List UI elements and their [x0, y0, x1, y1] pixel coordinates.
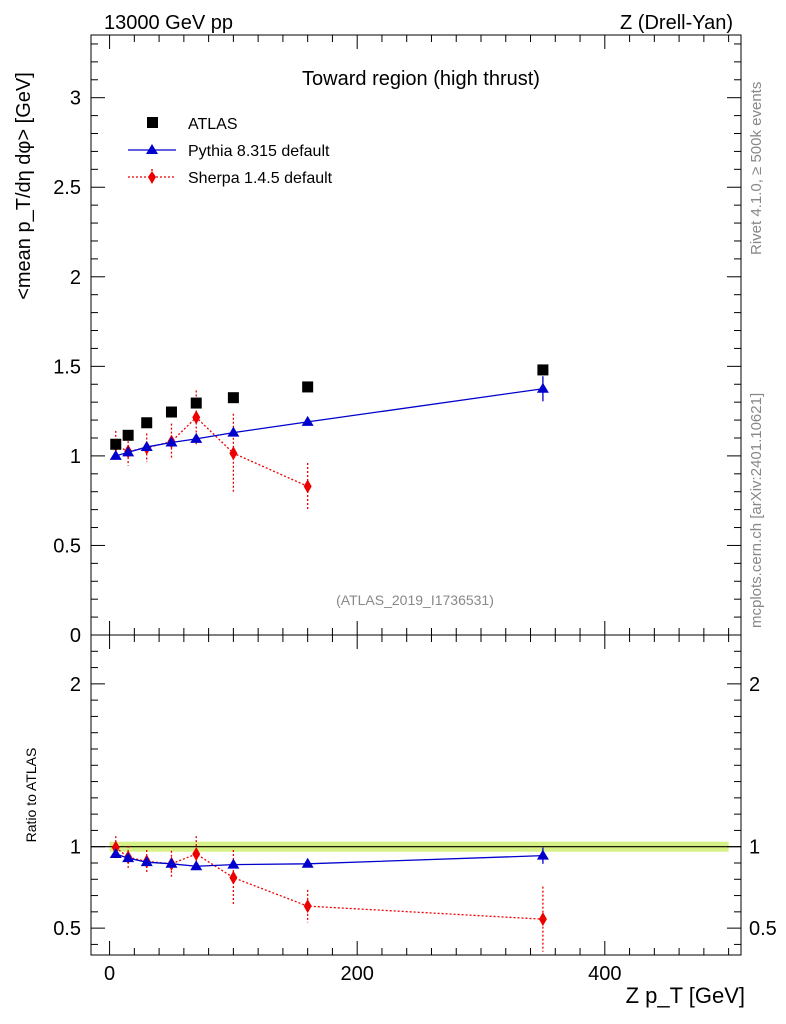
atlas-point: [165, 406, 177, 418]
ratio-sherpa-point: [538, 912, 547, 927]
y-tick-label: 0.5: [53, 535, 81, 557]
ratio-y-tick-label-right: 1: [749, 837, 760, 859]
atlas-point: [302, 381, 314, 393]
legend-pythia-label: Pythia 8.315 default: [188, 143, 330, 160]
sherpa-point: [229, 446, 238, 461]
y-tick-label: 2: [70, 267, 81, 289]
reference-band: [91, 841, 741, 852]
header-left: 13000 GeV pp: [104, 12, 233, 34]
sherpa-point: [192, 410, 201, 425]
ratio-y-tick-label: 2: [70, 674, 81, 696]
sherpa-point: [303, 479, 312, 494]
pythia-line: [115, 388, 543, 457]
y-tick-label: 2.5: [53, 177, 81, 199]
pythia-point: [301, 415, 314, 426]
ratio-pythia-point: [122, 852, 135, 863]
main-axes: 0 0.5 1 1.5 2 2.5 3: [53, 35, 741, 647]
atlas-point: [122, 429, 134, 441]
atlas-point: [110, 438, 122, 450]
y-tick-label: 0: [70, 625, 81, 647]
pythia-point: [536, 382, 549, 393]
main-title: Toward region (high thrust): [302, 68, 540, 90]
ratio-axes: 0.5 0.5 1 1 2 2 0 200 400: [53, 634, 777, 985]
x-tick-label: 0: [104, 963, 115, 985]
ratio-y-tick-label: 1: [70, 837, 81, 859]
pythia-point: [190, 432, 203, 443]
atlas-point: [141, 417, 153, 429]
ratio-pythia-point: [190, 860, 203, 871]
ratio-frame: [90, 634, 742, 956]
y-tick-label: 1: [70, 446, 81, 468]
ratio-y-tick-label-right: 2: [749, 674, 760, 696]
main-y-axis-label: <mean p_T/dη dφ> [GeV]: [13, 72, 35, 300]
ratio-pythia-point: [165, 857, 178, 868]
x-axis-label: Z p_T [GeV]: [626, 983, 745, 1008]
ratio-sherpa-line: [115, 847, 543, 920]
ratio-y-axis-label: Ratio to ATLAS: [23, 748, 39, 843]
y-tick-label: 3: [70, 88, 81, 110]
atlas-point: [227, 392, 239, 404]
legend-pythia-marker: [146, 144, 158, 154]
watermark: (ATLAS_2019_I1736531): [336, 592, 494, 608]
pythia-point: [140, 440, 153, 451]
legend-atlas-marker: [147, 117, 158, 128]
main-panel: Toward region (high thrust) (ATLAS_2019_…: [13, 34, 742, 647]
ratio-pythia-point: [109, 848, 122, 859]
x-tick-label: 400: [588, 963, 621, 985]
pythia-point: [109, 449, 122, 460]
ratio-pythia-point: [227, 858, 240, 869]
ratio-sherpa-point: [303, 899, 312, 914]
atlas-point: [190, 397, 202, 409]
main-series: [109, 364, 549, 510]
ratio-pythia-point: [301, 857, 314, 868]
ratio-panel: Ratio to ATLAS 0.5 0.5 1 1 2 2 0 200 400 Z p_T […: [23, 634, 777, 1008]
y-tick-label: 1.5: [53, 356, 81, 378]
ratio-series: [109, 836, 549, 952]
atlas-point: [537, 364, 549, 376]
x-tick-label: 200: [341, 963, 374, 985]
ratio-sherpa-point: [111, 840, 120, 855]
legend-atlas-label: ATLAS: [188, 116, 238, 133]
legend-sherpa-marker: [148, 171, 156, 184]
pythia-point: [165, 436, 178, 447]
ratio-sherpa-point: [192, 847, 201, 862]
ratio-pythia-point: [140, 856, 153, 867]
pythia-point: [227, 426, 240, 437]
header-right: Z (Drell-Yan): [620, 12, 733, 34]
pythia-point: [122, 446, 135, 457]
ratio-sherpa-point: [229, 870, 238, 885]
ratio-y-tick-label-right: 0.5: [749, 918, 777, 940]
legend: ATLAS Pythia 8.315 default Sherpa 1.4.5 …: [128, 116, 333, 187]
ratio-y-tick-label: 0.5: [53, 918, 81, 940]
rivet-label: Rivet 4.1.0, ≥ 500k events: [748, 82, 765, 255]
mcplots-label: mcplots.cern.ch [arXiv:2401.10621]: [748, 393, 765, 628]
legend-sherpa-label: Sherpa 1.4.5 default: [188, 170, 333, 187]
ratio-pythia-point: [536, 849, 549, 860]
